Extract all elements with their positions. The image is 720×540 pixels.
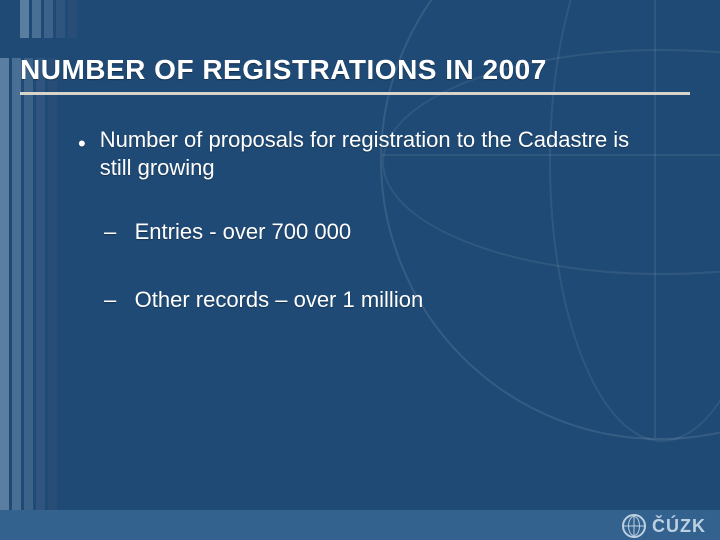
top-stripes bbox=[20, 0, 77, 38]
footer-bar bbox=[0, 510, 720, 540]
side-stripes bbox=[0, 58, 57, 510]
stripe bbox=[12, 58, 21, 510]
bullet-level2: – Other records – over 1 million bbox=[104, 286, 660, 314]
page-title: NUMBER OF REGISTRATIONS IN 2007 bbox=[20, 54, 690, 86]
bullet-marker: – bbox=[104, 287, 116, 312]
cuzk-logo: ČÚZK bbox=[622, 514, 706, 538]
stripe bbox=[56, 0, 65, 38]
body-content: • Number of proposals for registration t… bbox=[78, 126, 660, 355]
slide: NUMBER OF REGISTRATIONS IN 2007 • Number… bbox=[0, 0, 720, 540]
title-area: NUMBER OF REGISTRATIONS IN 2007 bbox=[20, 54, 690, 95]
stripe bbox=[20, 0, 29, 38]
stripe bbox=[32, 0, 41, 38]
bullet-marker: • bbox=[78, 126, 86, 182]
stripe bbox=[44, 0, 53, 38]
stripe bbox=[36, 58, 45, 510]
bullet-text: Entries - over 700 000 bbox=[135, 219, 351, 244]
globe-icon bbox=[622, 514, 646, 538]
bullet-marker: – bbox=[104, 219, 116, 244]
stripe bbox=[68, 0, 77, 38]
stripe bbox=[0, 58, 9, 510]
logo-text: ČÚZK bbox=[652, 516, 706, 537]
bullet-level2: – Entries - over 700 000 bbox=[104, 218, 660, 246]
bullet-level1: • Number of proposals for registration t… bbox=[78, 126, 660, 182]
title-underline bbox=[20, 92, 690, 95]
bullet-text: Other records – over 1 million bbox=[135, 287, 424, 312]
bullet-text: Number of proposals for registration to … bbox=[100, 126, 660, 182]
stripe bbox=[48, 58, 57, 510]
stripe bbox=[24, 58, 33, 510]
